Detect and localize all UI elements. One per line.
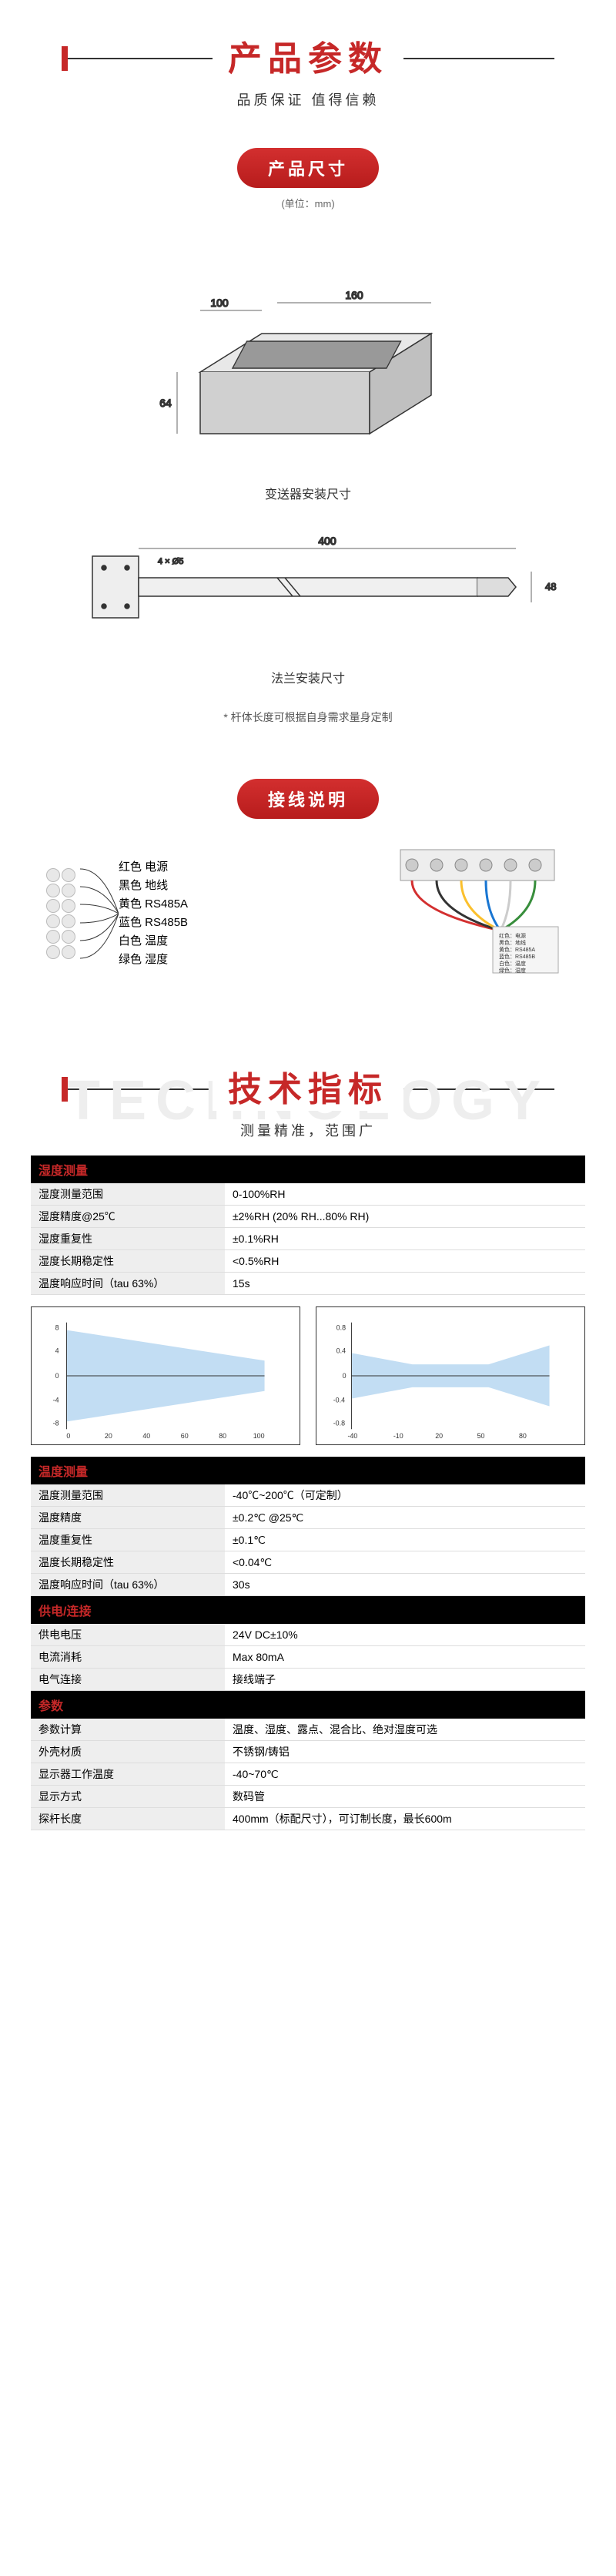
svg-text:黑色：地线: 黑色：地线 bbox=[499, 939, 526, 946]
accuracy-charts: 840-4-8 020406080100 0.80.40-0.4-0.8 -40… bbox=[31, 1306, 585, 1445]
temp-accuracy-chart: 0.8 0.4 0 -0.4 -0.8 -40 -10 20 50 80 bbox=[316, 1306, 585, 1445]
svg-text:80: 80 bbox=[519, 1432, 527, 1440]
svg-text:100: 100 bbox=[253, 1432, 265, 1440]
spec-header-power: 供电/连接 bbox=[31, 1596, 585, 1624]
spec-value: 15s bbox=[225, 1273, 585, 1295]
wire-labels: 红色 电源黑色 地线黄色 RS485A蓝色 RS485B白色 温度绿色 湿度 bbox=[119, 858, 188, 969]
section-title: 产品参数 bbox=[213, 31, 403, 80]
spec-label: 外壳材质 bbox=[31, 1741, 225, 1763]
svg-text:-0.4: -0.4 bbox=[333, 1397, 345, 1404]
tech-title: 技术指标 bbox=[213, 1062, 403, 1111]
spec-label: 电气连接 bbox=[31, 1669, 225, 1691]
spec-value: 0-100%RH bbox=[225, 1183, 585, 1206]
spec-label: 供电电压 bbox=[31, 1624, 225, 1646]
wire-fanout bbox=[80, 860, 119, 968]
svg-text:黄色：RS485A: 黄色：RS485A bbox=[499, 946, 535, 953]
svg-text:蓝色：RS485B: 蓝色：RS485B bbox=[499, 953, 535, 960]
spec-label: 温度响应时间（tau 63%） bbox=[31, 1273, 225, 1295]
spec-value: 接线端子 bbox=[225, 1669, 585, 1691]
spec-label: 电流消耗 bbox=[31, 1646, 225, 1669]
svg-text:50: 50 bbox=[477, 1432, 485, 1440]
spec-label: 显示器工作温度 bbox=[31, 1763, 225, 1786]
svg-text:8: 8 bbox=[55, 1324, 59, 1332]
spec-value: 不锈钢/铸铝 bbox=[225, 1741, 585, 1763]
spec-header-temp: 温度测量 bbox=[31, 1457, 585, 1484]
section-subtitle: 品质保证 值得信赖 bbox=[0, 89, 616, 109]
svg-text:4: 4 bbox=[55, 1347, 59, 1354]
svg-text:白色：温度: 白色：温度 bbox=[499, 960, 526, 967]
spec-label: 湿度测量范围 bbox=[31, 1183, 225, 1206]
spec-value: 温度、湿度、露点、混合比、绝对湿度可选 bbox=[225, 1719, 585, 1741]
spec-table-humidity: 湿度测量范围0-100%RH湿度精度@25℃±2%RH (20% RH...80… bbox=[31, 1183, 585, 1295]
terminal-block-left bbox=[46, 868, 75, 959]
spec-header-params: 参数 bbox=[31, 1691, 585, 1719]
svg-text:0.4: 0.4 bbox=[336, 1347, 346, 1354]
spec-label: 参数计算 bbox=[31, 1719, 225, 1741]
svg-text:4 × Ø5: 4 × Ø5 bbox=[158, 557, 183, 566]
spec-value: <0.04℃ bbox=[225, 1551, 585, 1574]
spec-value: ±0.2℃ @25℃ bbox=[225, 1507, 585, 1529]
spec-header-humidity: 湿度测量 bbox=[31, 1156, 585, 1183]
spec-label: 温度测量范围 bbox=[31, 1484, 225, 1507]
humidity-accuracy-chart: 840-4-8 020406080100 bbox=[31, 1306, 300, 1445]
unit-note: (单位：mm) bbox=[0, 196, 616, 210]
spec-value: <0.5%RH bbox=[225, 1250, 585, 1273]
svg-text:红色：电源: 红色：电源 bbox=[499, 932, 526, 939]
svg-text:100: 100 bbox=[210, 297, 229, 309]
spec-value: 30s bbox=[225, 1574, 585, 1596]
svg-text:160: 160 bbox=[345, 289, 363, 301]
connector-image: 红色：电源 黑色：地线 黄色：RS485A 蓝色：RS485B 白色：温度 绿色… bbox=[385, 842, 570, 984]
customize-note: * 杆体长度可根据自身需求量身定制 bbox=[0, 709, 616, 725]
spec-label: 温度响应时间（tau 63%） bbox=[31, 1574, 225, 1596]
spec-label: 温度重复性 bbox=[31, 1529, 225, 1551]
spec-value: ±0.1%RH bbox=[225, 1228, 585, 1250]
svg-text:0: 0 bbox=[343, 1372, 346, 1380]
wiring-section: 红色 电源黑色 地线黄色 RS485A蓝色 RS485B白色 温度绿色 湿度 红… bbox=[0, 827, 616, 1031]
spec-label: 显示方式 bbox=[31, 1786, 225, 1808]
spec-table-power: 供电电压24V DC±10%电流消耗Max 80mA电气连接接线端子 bbox=[31, 1624, 585, 1691]
pill-dimensions: 产品尺寸 bbox=[0, 125, 616, 196]
svg-text:0: 0 bbox=[55, 1372, 59, 1380]
svg-text:20: 20 bbox=[105, 1432, 112, 1440]
pill-wiring: 接线说明 bbox=[0, 756, 616, 827]
spec-table-temp: 温度测量范围-40℃~200℃（可定制）温度精度±0.2℃ @25℃温度重复性±… bbox=[31, 1484, 585, 1596]
spec-value: 400mm（标配尺寸），可订制长度，最长600m bbox=[225, 1808, 585, 1830]
spec-value: 24V DC±10% bbox=[225, 1624, 585, 1646]
spec-label: 温度长期稳定性 bbox=[31, 1551, 225, 1574]
spec-label: 湿度长期稳定性 bbox=[31, 1250, 225, 1273]
spec-label: 探杆长度 bbox=[31, 1808, 225, 1830]
spec-label: 湿度重复性 bbox=[31, 1228, 225, 1250]
svg-text:64: 64 bbox=[159, 397, 172, 409]
spec-value: ±0.1℃ bbox=[225, 1529, 585, 1551]
svg-text:-0.8: -0.8 bbox=[333, 1419, 345, 1427]
spec-value: -40~70℃ bbox=[225, 1763, 585, 1786]
svg-text:80: 80 bbox=[219, 1432, 226, 1440]
spec-label: 湿度精度@25℃ bbox=[31, 1206, 225, 1228]
spec-value: Max 80mA bbox=[225, 1646, 585, 1669]
section-header-tech: TECHNOLOGY 技术指标 测量精准，范围广 bbox=[0, 1031, 616, 1156]
svg-text:-40: -40 bbox=[348, 1432, 358, 1440]
svg-text:-8: -8 bbox=[53, 1419, 59, 1427]
transmitter-diagram: 100 160 64 bbox=[46, 233, 570, 468]
spec-value: 数码管 bbox=[225, 1786, 585, 1808]
flange-label: 法兰安装尺寸 bbox=[0, 668, 616, 686]
svg-text:-10: -10 bbox=[393, 1432, 403, 1440]
svg-text:40: 40 bbox=[142, 1432, 150, 1440]
spec-value: ±2%RH (20% RH...80% RH) bbox=[225, 1206, 585, 1228]
svg-text:400: 400 bbox=[318, 535, 336, 547]
spec-table-params: 参数计算温度、湿度、露点、混合比、绝对湿度可选外壳材质不锈钢/铸铝显示器工作温度… bbox=[31, 1719, 585, 1830]
svg-text:60: 60 bbox=[181, 1432, 189, 1440]
spec-label: 温度精度 bbox=[31, 1507, 225, 1529]
svg-text:20: 20 bbox=[435, 1432, 443, 1440]
svg-text:0.8: 0.8 bbox=[336, 1324, 346, 1332]
transmitter-label: 变送器安装尺寸 bbox=[0, 484, 616, 502]
flange-diagram: 400 4 × Ø5 48 bbox=[46, 525, 570, 652]
section-header-params: 产品参数 品质保证 值得信赖 bbox=[0, 0, 616, 125]
svg-text:48: 48 bbox=[545, 581, 556, 592]
svg-text:0: 0 bbox=[66, 1432, 70, 1440]
svg-text:-4: -4 bbox=[53, 1397, 59, 1404]
spec-value: -40℃~200℃（可定制） bbox=[225, 1484, 585, 1507]
spec-section: 湿度测量 湿度测量范围0-100%RH湿度精度@25℃±2%RH (20% RH… bbox=[0, 1156, 616, 1877]
svg-text:绿色：湿度: 绿色：湿度 bbox=[499, 967, 526, 974]
